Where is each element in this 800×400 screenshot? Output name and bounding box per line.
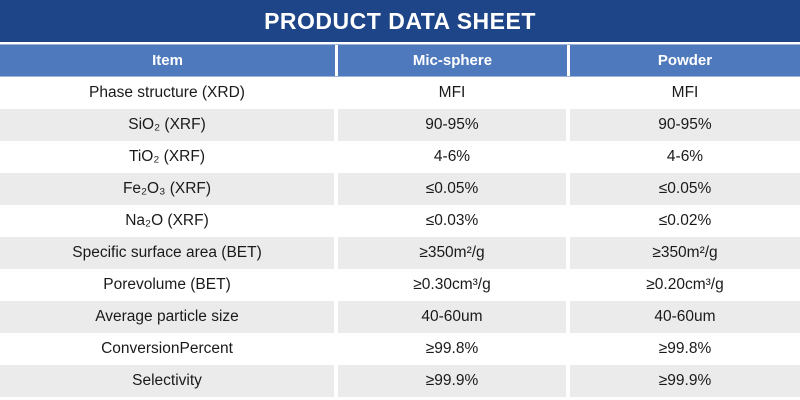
mic-sphere-cell: ≥99.9% [338, 365, 570, 397]
table-row: Phase structure (XRD) MFI MFI [0, 77, 800, 109]
item-cell: Porevolume (BET) [0, 269, 338, 301]
table-row: TiO₂ (XRF) 4-6% 4-6% [0, 141, 800, 173]
mic-sphere-cell: ≥0.30cm³/g [338, 269, 570, 301]
table-row: Porevolume (BET) ≥0.30cm³/g ≥0.20cm³/g [0, 269, 800, 301]
table-row: Specific surface area (BET) ≥350m²/g ≥35… [0, 237, 800, 269]
powder-cell: MFI [570, 77, 800, 109]
column-header-item: Item [0, 45, 338, 76]
item-cell: TiO₂ (XRF) [0, 141, 338, 173]
mic-sphere-cell: ≥99.8% [338, 333, 570, 365]
powder-cell: ≤0.05% [570, 173, 800, 205]
table-row: Fe₂O₃ (XRF) ≤0.05% ≤0.05% [0, 173, 800, 205]
item-cell: Na₂O (XRF) [0, 205, 338, 237]
item-cell: ConversionPercent [0, 333, 338, 365]
powder-cell: ≤0.02% [570, 205, 800, 237]
powder-cell: ≥99.8% [570, 333, 800, 365]
column-header-mic-sphere: Mic-sphere [338, 45, 570, 76]
table-row: SiO₂ (XRF) 90-95% 90-95% [0, 109, 800, 141]
title-divider [0, 42, 800, 44]
powder-cell: ≥350m²/g [570, 237, 800, 269]
table-header-row: Item Mic-sphere Powder [0, 44, 800, 77]
mic-sphere-cell: ≤0.05% [338, 173, 570, 205]
item-cell: Average particle size [0, 301, 338, 333]
mic-sphere-cell: ≤0.03% [338, 205, 570, 237]
powder-cell: ≥0.20cm³/g [570, 269, 800, 301]
mic-sphere-cell: 4-6% [338, 141, 570, 173]
item-cell: Phase structure (XRD) [0, 77, 338, 109]
mic-sphere-cell: ≥350m²/g [338, 237, 570, 269]
powder-cell: 4-6% [570, 141, 800, 173]
powder-cell: 40-60um [570, 301, 800, 333]
page-title: PRODUCT DATA SHEET [0, 0, 800, 42]
item-cell: Selectivity [0, 365, 338, 397]
column-header-powder: Powder [657, 52, 713, 69]
item-cell: Specific surface area (BET) [0, 237, 338, 269]
table-row: ConversionPercent ≥99.8% ≥99.8% [0, 333, 800, 365]
powder-cell: ≥99.9% [570, 365, 800, 397]
item-cell: SiO₂ (XRF) [0, 109, 338, 141]
mic-sphere-cell: 40-60um [338, 301, 570, 333]
item-cell: Fe₂O₃ (XRF) [0, 173, 338, 205]
mic-sphere-cell: MFI [338, 77, 570, 109]
mic-sphere-cell: 90-95% [338, 109, 570, 141]
table-row: Na₂O (XRF) ≤0.03% ≤0.02% [0, 205, 800, 237]
table-row: Average particle size 40-60um 40-60um [0, 301, 800, 333]
table-row: Selectivity ≥99.9% ≥99.9% [0, 365, 800, 397]
powder-cell: 90-95% [570, 109, 800, 141]
